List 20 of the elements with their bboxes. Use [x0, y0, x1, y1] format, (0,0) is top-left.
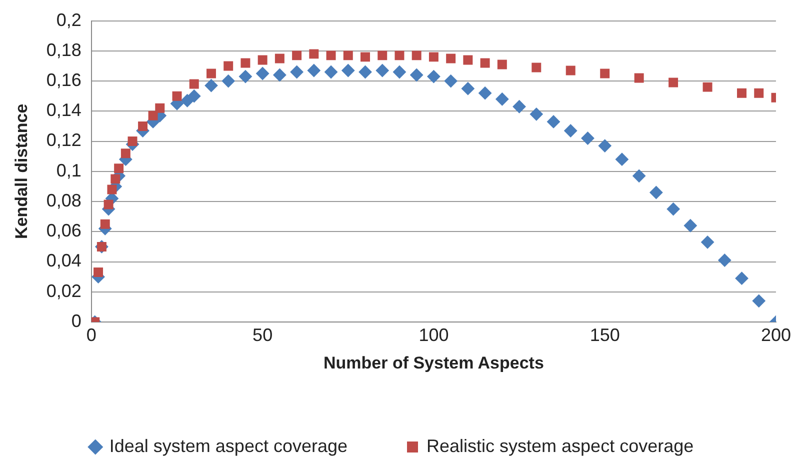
y-tick-label: 0,14 — [46, 100, 82, 120]
y-tick-label: 0 — [71, 310, 82, 331]
x-tick-label: 200 — [760, 324, 792, 345]
y-tick-label: 0,08 — [46, 190, 82, 210]
y-axis-title: Kendall distance — [12, 104, 31, 239]
x-axis-title: Number of System Aspects — [323, 353, 544, 372]
y-tick-label: 0,16 — [46, 70, 82, 90]
x-tick-label: 50 — [252, 324, 273, 345]
x-tick-label: 150 — [590, 324, 620, 345]
legend-label: Ideal system aspect coverage — [109, 436, 348, 456]
x-tick-label: 100 — [418, 324, 449, 345]
x-tick-label: 0 — [86, 324, 96, 345]
y-tick-label: 0,04 — [46, 250, 82, 271]
y-tick-label: 0,06 — [46, 220, 82, 241]
y-tick-label: 0,1 — [56, 160, 82, 180]
y-tick-label: 0,12 — [46, 130, 82, 150]
y-tick-label: 0,02 — [46, 280, 82, 301]
legend-label: Realistic system aspect coverage — [426, 436, 694, 456]
y-tick-label: 0,18 — [46, 40, 82, 60]
y-tick-label: 0,2 — [56, 10, 82, 30]
